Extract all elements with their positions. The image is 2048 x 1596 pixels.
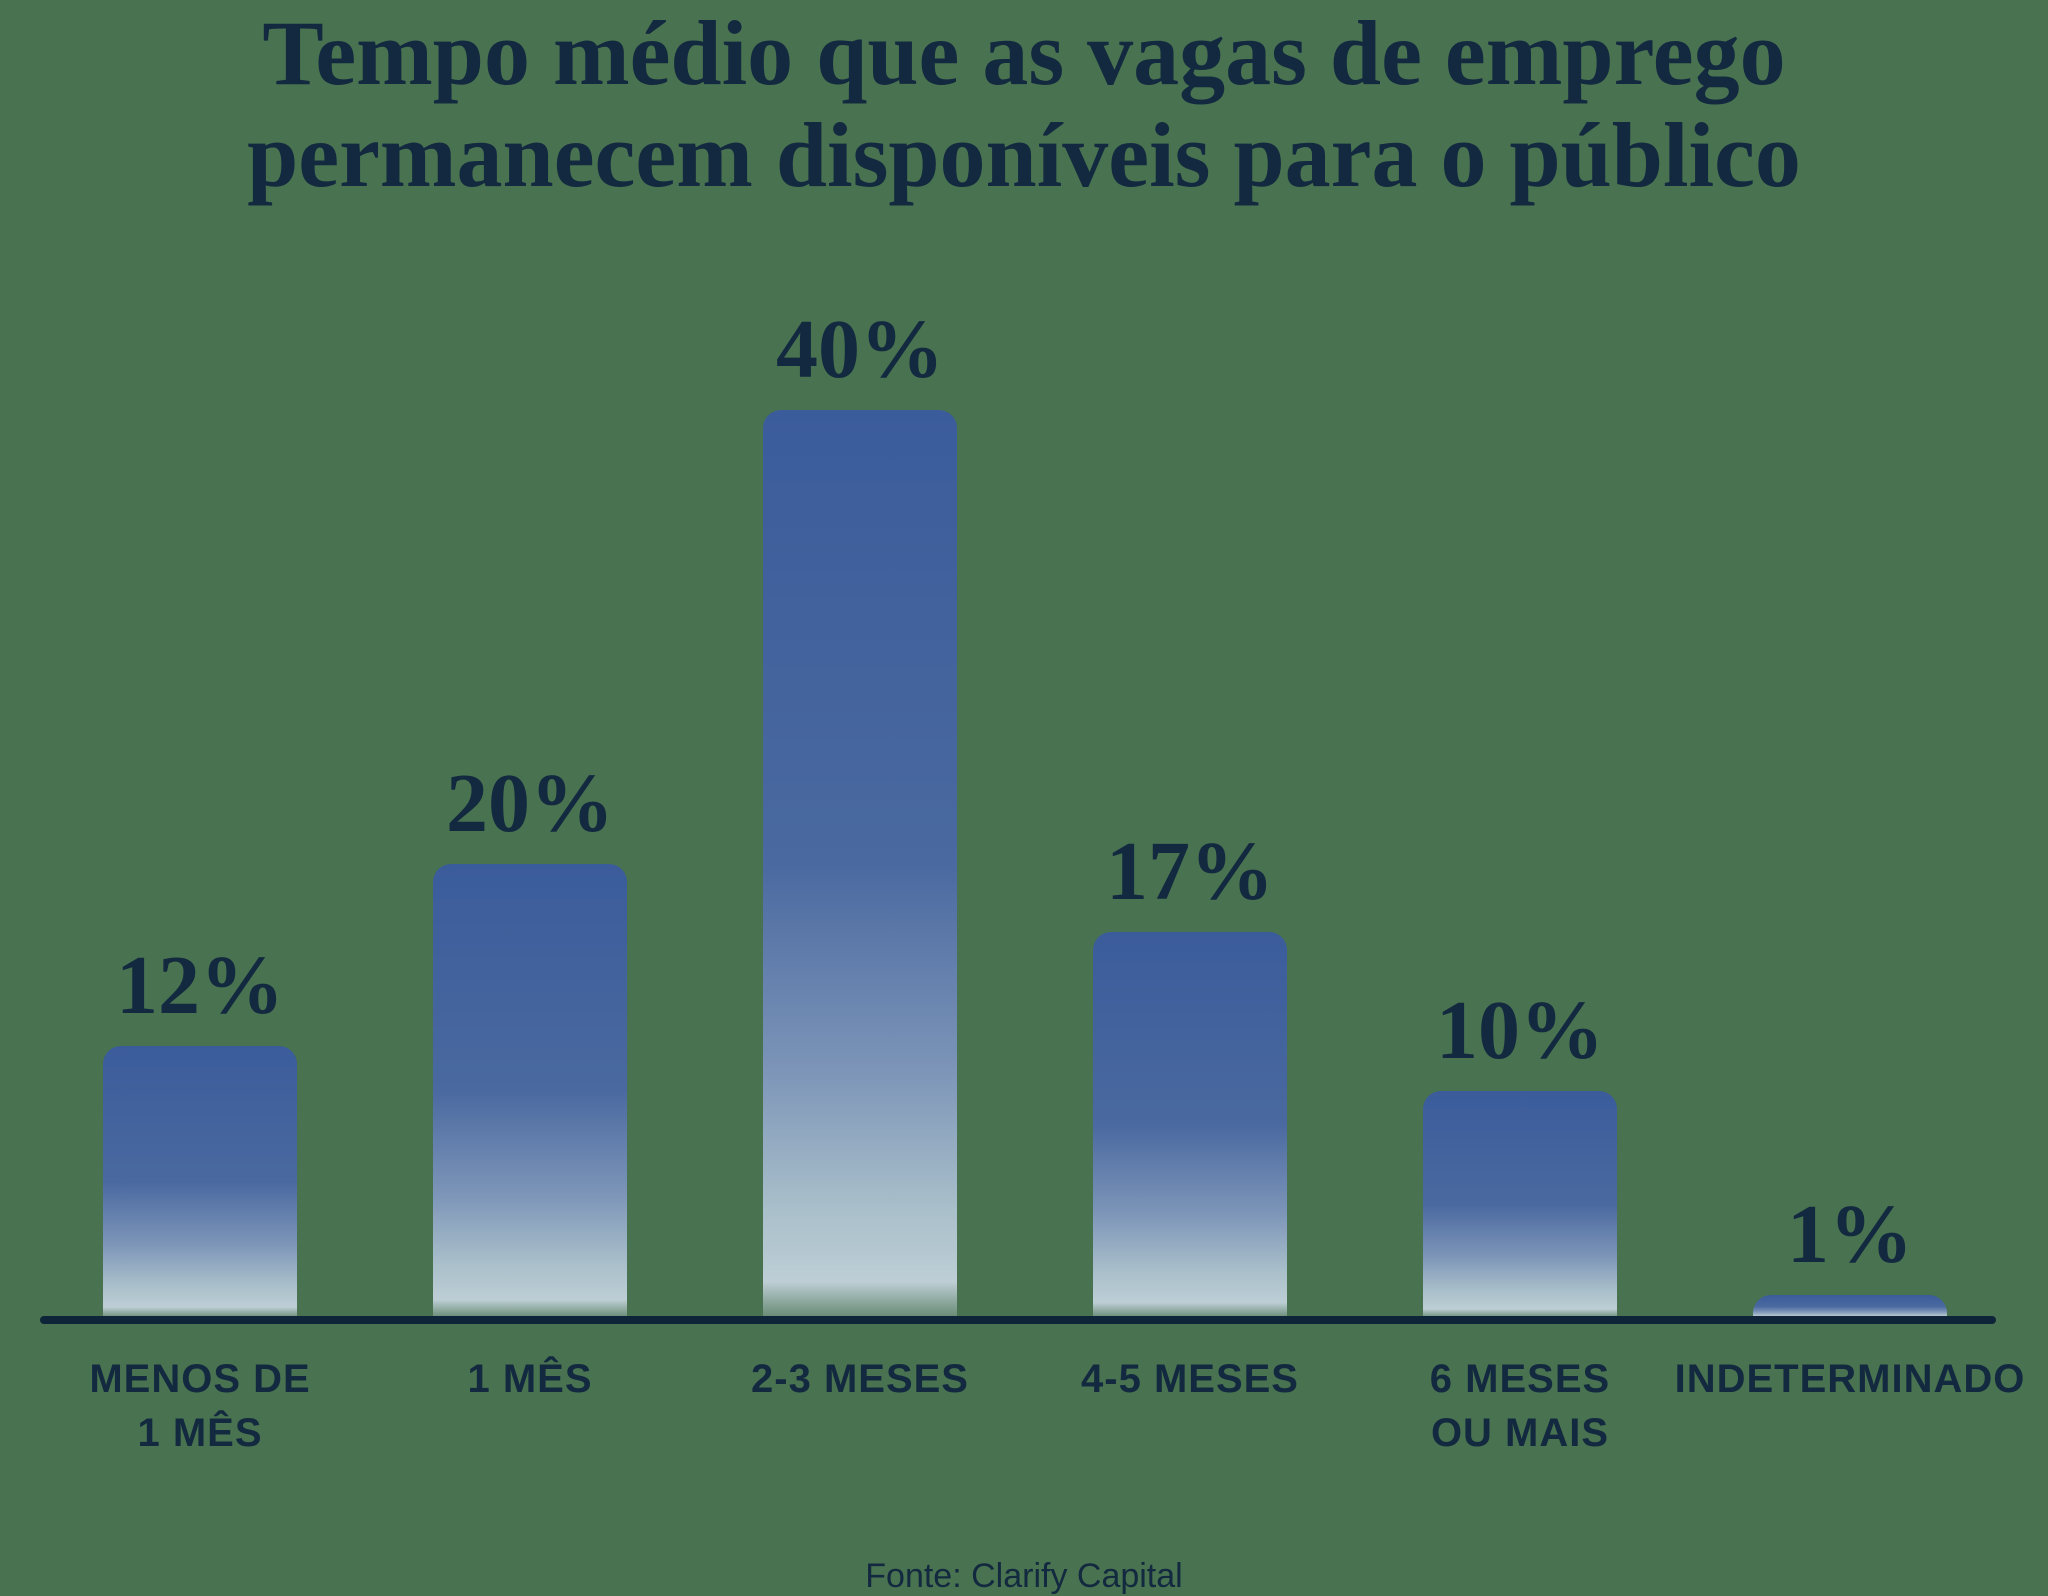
bar-value-label: 10% [1436, 984, 1604, 1077]
source-caption: Fonte: Clarify Capital [865, 1557, 1183, 1595]
bar [1753, 1295, 1947, 1318]
bar-value-label: 1% [1787, 1188, 1913, 1282]
bar-group-3: 40% 2-3 MESES [660, 0, 1060, 1596]
bar-group-2: 20% 1 MÊS [330, 0, 730, 1596]
category-label: 1 MÊS [467, 1357, 593, 1401]
bar-group-1: 12% MENOS DE 1 MÊS [0, 0, 400, 1596]
bar [1093, 932, 1287, 1318]
bar [103, 1045, 297, 1318]
bar-value-label: 12% [116, 938, 284, 1032]
bar-group-4: 17% 4-5 MESES [990, 0, 1390, 1596]
category-label: INDETERMINADO [1674, 1357, 2026, 1401]
category-label: 2-3 MESES [751, 1357, 969, 1401]
bar-value-label: 17% [1106, 825, 1274, 919]
bar [433, 864, 627, 1318]
category-label: 6 MESES OU MAIS [1429, 1357, 1611, 1455]
bar [1423, 1091, 1617, 1318]
bar-value-label: 40% [776, 303, 944, 396]
chart-title: Tempo médio que as vagas de emprego perm… [247, 2, 1801, 206]
bar-group-5: 10% 6 MESES OU MAIS [1320, 0, 1720, 1596]
x-axis-line [40, 1316, 1996, 1324]
bar-group-6: 1% INDETERMINADO [1650, 0, 2048, 1596]
category-label: 4-5 MESES [1081, 1357, 1299, 1401]
category-label: MENOS DE 1 MÊS [89, 1357, 311, 1455]
bar [763, 410, 957, 1318]
bar-value-label: 20% [446, 757, 614, 850]
